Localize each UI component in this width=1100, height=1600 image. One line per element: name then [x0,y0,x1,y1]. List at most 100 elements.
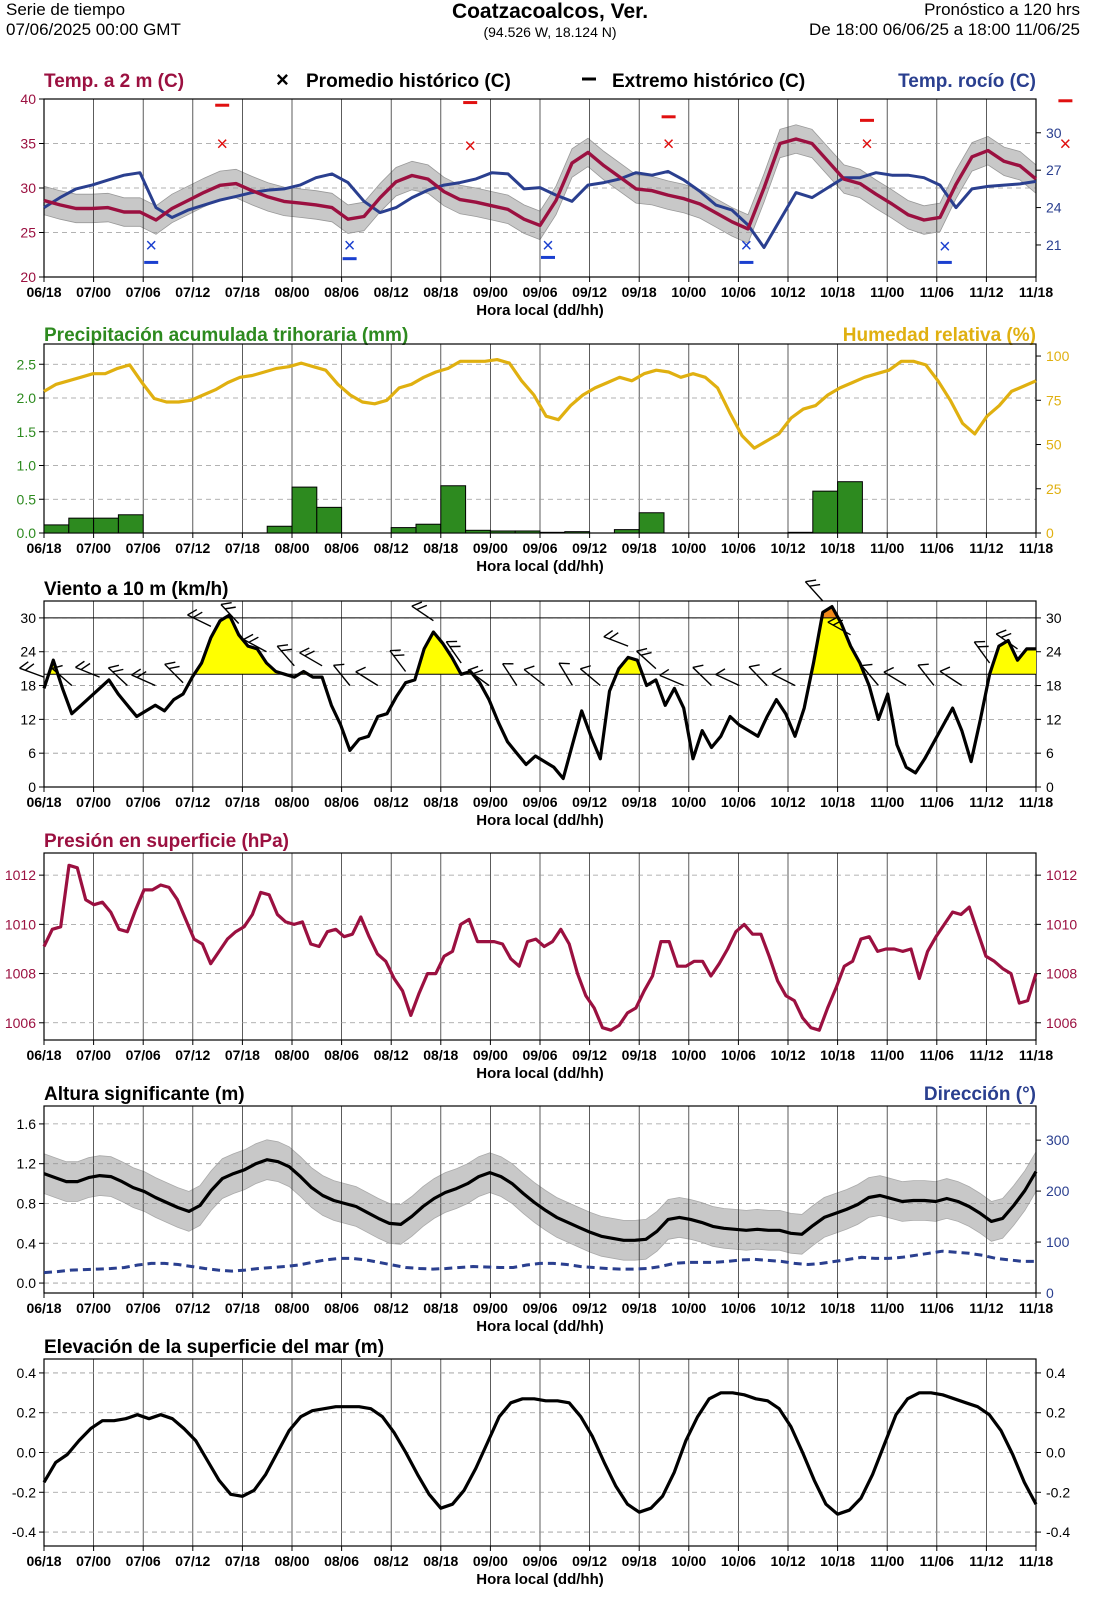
wind-barb-shaft [579,668,601,687]
wind-fill-above-20 [48,606,1036,675]
x-tick-label: 10/00 [671,794,706,810]
x-tick-label: 07/00 [76,540,111,556]
wind-barb-feather [640,651,652,656]
y-tick-label: 35 [20,136,36,152]
wind-barb-shaft [748,666,768,686]
x-tick-label: 08/12 [374,1553,409,1569]
x-tick-label: 07/00 [76,794,111,810]
x-tick-label: 07/06 [126,540,161,556]
wind-barb-shaft [332,664,351,686]
x-tick-label: 08/18 [423,540,458,556]
forecast-length: Pronóstico a 120 hrs [924,0,1080,19]
y2-tick-label: -0.4 [1046,1524,1070,1540]
y-tick-label: 0.2 [17,1405,37,1421]
sea-level-title: Elevación de la superficie del mar (m) [44,1337,384,1358]
rain-title: Precipitación acumulada trihoraria (mm) [44,325,408,346]
y-tick-label: 1.6 [17,1116,37,1132]
wind-barb-feather [861,663,873,667]
y2-tick-label: 1010 [1046,916,1077,932]
dew-series-line [43,169,1037,249]
x-tick-label: 11/12 [969,540,1003,556]
legend-avg-label: Promedio histórico (C) [306,71,511,92]
x-tick-label: 07/06 [126,794,161,810]
hist-avg-dew-marker: × [542,235,554,257]
x-tick-label: 10/06 [721,794,756,810]
y-tick-label: 0.4 [17,1365,37,1381]
x-tick-label: 09/18 [622,1300,657,1316]
y2-tick-label: 0.4 [1046,1365,1066,1381]
wind-barb [164,661,184,684]
wind-barb-feather [75,660,85,668]
y-tick-label: 0.5 [17,491,37,507]
x-tick-label: 11/18 [1019,1047,1053,1063]
wind-barb [659,668,684,687]
x-tick-label: 08/06 [324,794,359,810]
x-tick-label: 08/12 [374,540,409,556]
x-tick-label: 10/18 [820,794,855,810]
wind-barb-feather [108,664,120,669]
station-coordinates: (94.526 W, 18.124 N) [483,24,617,40]
wind-barb [75,660,100,678]
x-axis-label: Hora local (dd/hh) [476,302,604,319]
x-tick-label: 10/06 [721,284,756,300]
x-tick-label: 07/06 [126,1300,161,1316]
y-tick-label: 1012 [5,867,36,883]
y-tick-label: 20 [20,269,36,285]
wind-barb [355,666,379,687]
wind-barb-shaft [411,605,434,622]
wind-barb [804,579,824,602]
wind-barb-feather [304,650,315,657]
rain-bar [638,512,665,534]
wind-barb-feather [449,645,461,648]
wind-barb-feather [748,664,760,668]
wind-barb-feather [446,640,458,643]
wind-barb-feather [416,604,428,611]
y-tick-label: 1.0 [17,458,37,474]
wind-barb-shaft [804,581,824,602]
x-tick-label: 11/06 [920,794,954,810]
wind-barb [107,664,128,687]
x-tick-label: 08/00 [274,794,309,810]
wind-barb-feather [164,661,176,666]
wind-barb-shaft [659,674,684,687]
wind-barb-shaft [299,652,323,667]
x-tick-label: 11/12 [969,794,1003,810]
rain-bar [564,531,591,534]
x-tick-label: 07/00 [76,1047,111,1063]
x-tick-label: 08/00 [274,1553,309,1569]
rain-bar [415,523,442,534]
x-tick-label: 11/00 [870,284,904,300]
x-tick-label: 11/18 [1019,1300,1053,1316]
wind-barb-feather [917,663,929,666]
y2-tick-label: 50 [1046,437,1062,453]
wind-barb-feather [136,670,147,678]
temp-title: Temp. a 2 m (C) [44,71,184,92]
x-tick-label: 11/12 [969,284,1003,300]
x-tick-label: 11/00 [870,1047,904,1063]
wind-barb-feather [389,649,401,652]
wind-barb-feather [187,608,198,616]
x-tick-label: 11/18 [1019,1553,1053,1569]
y-tick-label: 0.0 [17,1275,37,1291]
wind-barb [523,665,546,687]
x-tick-label: 11/12 [969,1553,1003,1569]
wind-barb-feather [974,640,986,643]
x-tick-label: 09/06 [522,1300,557,1316]
x-tick-label: 07/00 [76,284,111,300]
y2-tick-label: 27 [1046,162,1062,178]
x-tick-label: 11/06 [920,1553,954,1569]
wave-direction-line [43,1249,1036,1275]
x-tick-label: 10/12 [770,1047,805,1063]
y2-tick-label: 18 [1046,678,1062,694]
wind-barb [827,616,851,636]
x-tick-label: 07/18 [225,1300,260,1316]
x-tick-label: 09/18 [622,1553,657,1569]
pressure-title: Presión en superficie (hPa) [44,831,289,852]
wind-barb-shaft [445,641,462,664]
x-tick-label: 09/18 [622,1047,657,1063]
x-tick-label: 09/18 [622,284,657,300]
wave-height-title: Altura significante (m) [44,1084,245,1105]
x-tick-label: 08/06 [324,540,359,556]
wind-barb-shaft [355,671,379,687]
x-tick-label: 10/06 [721,1300,756,1316]
